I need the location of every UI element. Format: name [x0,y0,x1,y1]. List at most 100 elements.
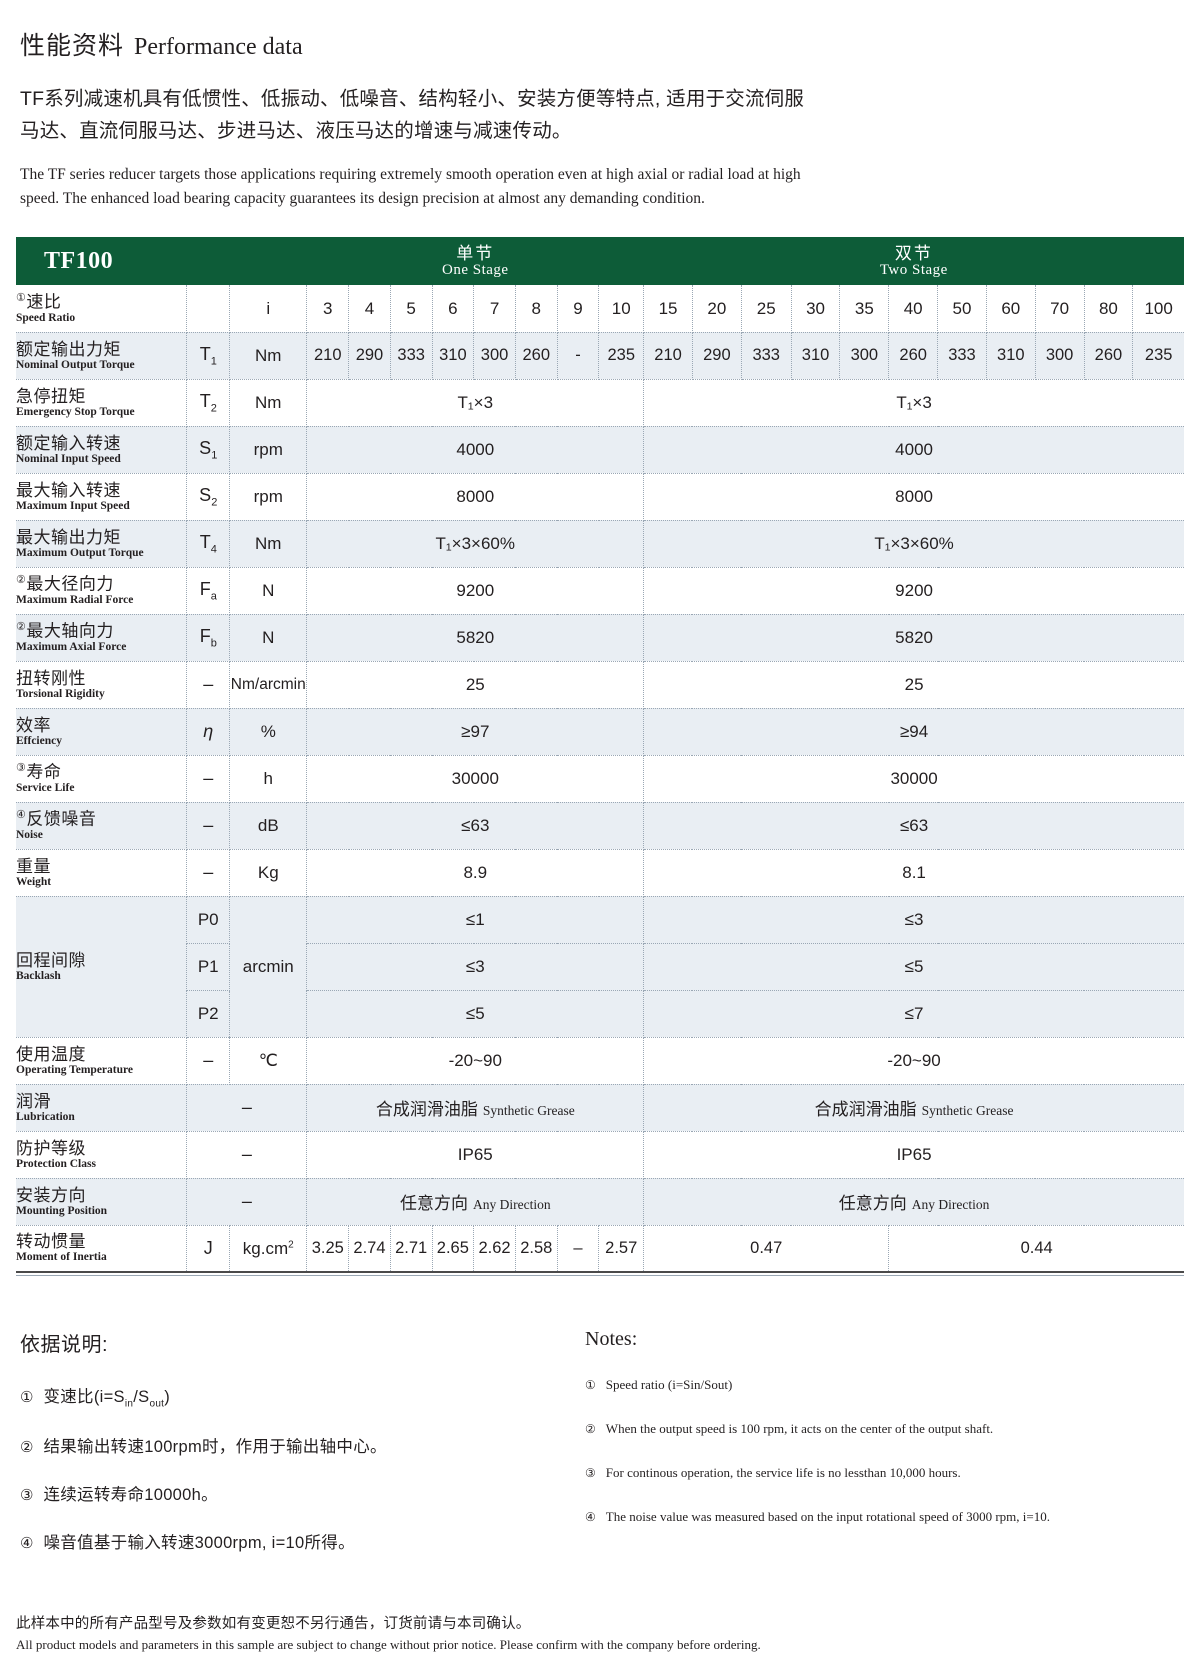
row-label-cn: 扭转刚性 [16,668,86,688]
value-one-stage: ≤3 [306,943,645,991]
note-text: 连续运转寿命10000h。 [43,1486,218,1505]
intro-paragraph-cn: TF系列减速机具有低惯性、低振动、低噪音、结构轻小、安装方便等特点, 适用于交流… [20,88,805,142]
row-symbol: – [186,661,231,709]
note-item: ④ The noise value was measured based on … [585,1509,1184,1525]
value-two-stage: 合成润滑油脂 Synthetic Grease [643,1084,1184,1132]
footer-text-cn: 此样本中的所有产品型号及参数如有变更恕不另行通告，订货前请与本司确认。 [16,1616,531,1632]
row-label-cn: 额定输出力矩 [16,339,121,359]
row-unit: Nm [229,332,308,380]
note-number: ② [20,1439,34,1457]
row-symbol: η [186,708,231,756]
row-label-cn: ④反馈噪音 [16,809,97,829]
grease-en: Synthetic Grease [921,1103,1014,1119]
row-unit: kg.cm2 [229,1225,308,1273]
row-backlash-p1: P1 ≤3 ≤5 [16,943,1184,991]
row-efficiency: 效率 Effciency η % ≥97 ≥94 [16,708,1184,756]
value-one-stage: 8.9 [306,849,645,897]
row-label-mounting-position: 安装方向 Mounting Position [16,1178,188,1226]
torque-cell: 210 [643,332,693,380]
model-name: TF100 [16,237,307,286]
value-one-stage: 4000 [306,426,645,474]
row-moment-of-inertia: 转动惯量 Moment of Inertia J kg.cm2 3.25 2.7… [16,1225,1184,1273]
row-unit: dB [229,802,308,850]
note-text: Speed ratio (i=Sin/Sout) [605,1376,733,1392]
ratio-cell: 50 [937,285,987,333]
row-label-cn: ①速比 [16,292,62,312]
row-label-cn: 重量 [16,856,51,876]
row-label-en: Effciency [16,734,62,747]
ratio-cell: 40 [888,285,939,333]
direction-en: Any Direction [911,1197,990,1213]
row-unit: ℃ [229,1037,308,1085]
row-label-en: Service Life [16,781,75,794]
row-symbol: – [186,1178,308,1226]
note-text: The noise value was measured based on th… [605,1508,1050,1524]
row-symbol: T2 [186,379,231,427]
row-lubrication: 润滑 Lubrication – 合成润滑油脂 Synthetic Grease … [16,1084,1184,1132]
row-label-protection-class: 防护等级 Protection Class [16,1131,188,1179]
value-one-stage: ≤1 [306,896,645,944]
row-mounting-position: 安装方向 Mounting Position – 任意方向 Any Directi… [16,1178,1184,1226]
torque-cell: 260 [1084,332,1134,380]
value-two-stage: ≤63 [643,802,1184,850]
value-one-stage: ≤5 [306,990,645,1038]
row-unit: Kg [229,849,308,897]
note-number: ① [20,1388,34,1406]
inertia-cell: 2.71 [390,1225,433,1273]
value-two-stage: ≤3 [643,896,1184,944]
direction-en: Any Direction [472,1197,551,1213]
torque-cell: 310 [986,332,1036,380]
row-operating-temperature: 使用温度 Operating Temperature – ℃ -20~90 -2… [16,1037,1184,1085]
direction-cn: 任意方向 [838,1194,907,1214]
torque-cell: 260 [888,332,939,380]
row-label-en: Lubrication [16,1110,75,1123]
value-one-stage: T₁×3 [306,379,645,427]
row-protection-class: 防护等级 Protection Class – IP65 IP65 [16,1131,1184,1179]
row-label-cn: 最大输入转速 [16,480,121,500]
value-two-stage: 任意方向 Any Direction [643,1178,1184,1226]
row-unit: i [229,285,308,333]
value-one-stage: -20~90 [306,1037,645,1085]
ratio-cell: 8 [515,285,558,333]
table-bottom-rule [16,1271,1184,1276]
notes-heading-en: Notes: [585,1327,638,1350]
stage-one-label-cn: 单节 [456,243,495,263]
inertia-two-stage-b: 0.44 [1020,1239,1053,1257]
value-two-stage: 8000 [643,473,1184,521]
value-two-stage: ≤5 [643,943,1184,991]
row-backlash-p2: P2 ≤5 ≤7 [16,990,1184,1038]
note-item: ④ 噪音值基于输入转速3000rpm, i=10所得。 [20,1529,585,1553]
row-backlash-p0: 回程间隙 Backlash P0 arcmin ≤1 ≤3 [16,896,1184,1038]
row-label-cn: 回程间隙 [16,950,86,970]
row-symbol: J [186,1225,231,1273]
inertia-two-stage-a: 0.47 [643,1225,890,1273]
ratio-cell: 30 [791,285,841,333]
value-two-stage: IP65 [643,1131,1184,1179]
row-label-cn: 转动惯量 [16,1232,86,1252]
row-label-speed-ratio: ①速比 Speed Ratio [16,285,188,333]
row-symbol: – [186,755,231,803]
row-symbol [186,285,231,333]
page-title: 性能资料 Performance data [20,26,1184,62]
row-label-cn: 安装方向 [16,1185,86,1205]
row-maximum-input-speed: 最大输入转速 Maximum Input Speed S2 rpm 8000 8… [16,473,1184,521]
ratio-cell: 35 [839,285,890,333]
grease-cn: 合成润滑油脂 [375,1100,478,1120]
note-item: ③ For continous operation, the service l… [585,1465,1184,1481]
value-two-stage: 30000 [643,755,1184,803]
row-label-torsional-rigidity: 扭转刚性 Torsional Rigidity [16,661,188,709]
inertia-cell: 2.57 [598,1225,645,1273]
torque-cell: 260 [515,332,558,380]
torque-cell: 235 [1132,332,1184,380]
torque-cell: 300 [473,332,516,380]
ratio-cell: 25 [741,285,792,333]
row-maximum-output-torque: 最大输出力矩 Maximum Output Torque T4 Nm T₁×3×… [16,520,1184,568]
value-two-stage: 25 [643,661,1184,709]
row-label-en: Noise [16,828,43,841]
note-number: ④ [20,1535,34,1553]
value-one-stage: 8000 [306,473,645,521]
value-one-stage: IP65 [306,1131,645,1179]
row-label-nominal-torque: 额定输出力矩 Nominal Output Torque [16,332,188,380]
row-label-cn: 防护等级 [16,1138,86,1158]
